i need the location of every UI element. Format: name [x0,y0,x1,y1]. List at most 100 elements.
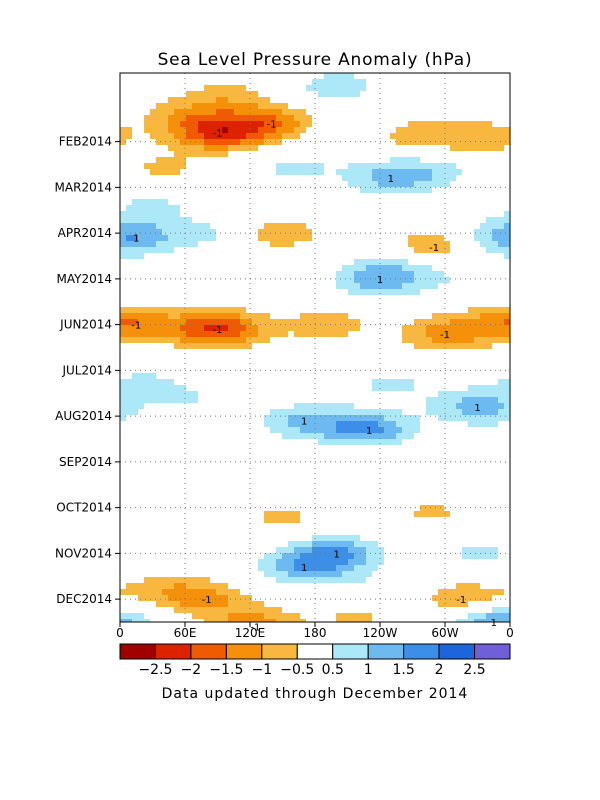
anomaly-cell [414,175,420,181]
anomaly-cell [348,403,354,409]
anomaly-cell [366,613,372,619]
anomaly-cell [438,391,444,397]
anomaly-cell [288,427,294,433]
anomaly-cell [138,313,144,319]
anomaly-cell [192,325,198,331]
anomaly-cell [126,391,132,397]
anomaly-cell [174,607,180,613]
anomaly-cell [324,331,330,337]
anomaly-cell [246,109,252,115]
anomaly-cell [180,139,186,145]
anomaly-cell [372,163,378,169]
y-axis: FEB2014MAR2014APR2014MAY2014JUN2014JUL20… [55,135,120,606]
anomaly-cell [474,391,480,397]
anomaly-cell [156,595,162,601]
colorbar-swatch [225,643,263,660]
anomaly-cell [150,595,156,601]
anomaly-cell [264,115,270,121]
anomaly-cell [468,319,474,325]
anomaly-cell [504,331,510,337]
anomaly-cell [300,571,306,577]
anomaly-cell [504,319,510,325]
anomaly-cell [330,73,336,79]
anomaly-cell [396,415,402,421]
anomaly-cell [360,547,366,553]
anomaly-cell [276,319,282,325]
anomaly-cell [432,595,438,601]
anomaly-cell [126,223,132,229]
anomaly-cell [300,163,306,169]
anomaly-cell [234,607,240,613]
anomaly-cell [156,385,162,391]
anomaly-cell [126,229,132,235]
anomaly-cell [312,319,318,325]
anomaly-cell [492,589,498,595]
anomaly-cell [444,325,450,331]
anomaly-cell [432,271,438,277]
anomaly-cell [210,103,216,109]
anomaly-cell [288,547,294,553]
anomaly-cell [384,265,390,271]
anomaly-cell [414,163,420,169]
anomaly-cell [234,103,240,109]
anomaly-cell [300,403,306,409]
anomaly-cell [210,97,216,103]
anomaly-cell [504,325,510,331]
anomaly-cell [360,283,366,289]
anomaly-cell [180,601,186,607]
anomaly-cell [204,607,210,613]
anomaly-cell [138,373,144,379]
anomaly-cell [414,511,420,517]
anomaly-cell [300,559,306,565]
anomaly-cell [450,139,456,145]
anomaly-cell [264,613,270,619]
colorbar: −2.5 −2 −1.5 −1 −0.5 0.5 1 1.5 2 2.5 [119,643,511,678]
anomaly-cell [336,433,342,439]
anomaly-cell [318,163,324,169]
x-axis: 0 60E 120E 180 120W 60W 0 [116,622,514,640]
anomaly-cell [168,133,174,139]
anomaly-cell [306,547,312,553]
anomaly-cell [150,325,156,331]
anomaly-cell [300,235,306,241]
anomaly-cell [492,397,498,403]
anomaly-cell [426,319,432,325]
anomaly-cell [492,235,498,241]
anomaly-cell [438,325,444,331]
anomaly-cell [264,103,270,109]
colorbar-swatch [261,643,298,660]
anomaly-cell [180,319,186,325]
anomaly-cell [132,205,138,211]
anomaly-cell [432,337,438,343]
anomaly-cell [120,619,126,622]
anomaly-cell [270,613,276,619]
anomaly-cell [204,331,210,337]
anomaly-cell [198,343,204,349]
anomaly-cell [426,169,432,175]
anomaly-cell [486,319,492,325]
anomaly-cell [318,541,324,547]
anomaly-cell [426,133,432,139]
anomaly-cell [294,415,300,421]
anomaly-cell [144,223,150,229]
anomaly-cell [504,253,510,259]
anomaly-cell [162,589,168,595]
anomaly-cell [324,73,330,79]
anomaly-cell [330,325,336,331]
anomaly-cell [192,337,198,343]
anomaly-cell [330,421,336,427]
anomaly-cell [318,319,324,325]
anomaly-cell [156,331,162,337]
anomaly-cell [168,121,174,127]
anomaly-cell [222,97,228,103]
anomaly-cell [468,127,474,133]
contour-label: -1 [440,330,450,341]
anomaly-cell [390,259,396,265]
anomaly-cell [432,169,438,175]
anomaly-cell [234,319,240,325]
anomaly-cell [462,619,468,622]
anomaly-cell [162,235,168,241]
anomaly-cell [342,91,348,97]
anomaly-cell [432,175,438,181]
anomaly-cell [348,427,354,433]
